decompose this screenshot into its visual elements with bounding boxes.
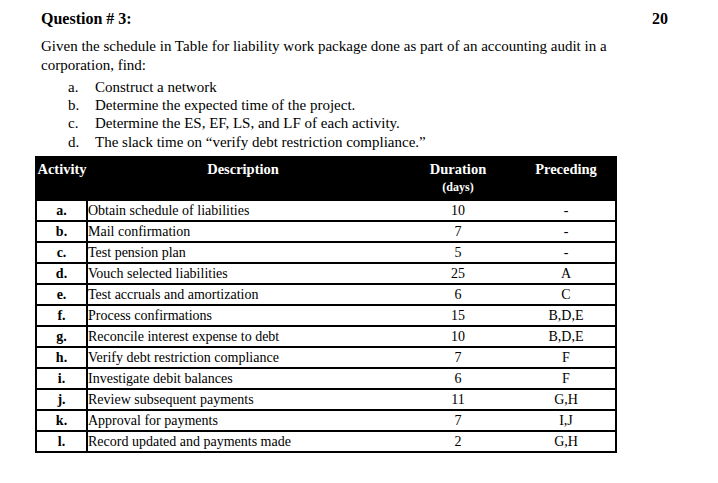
table-row: e.Test accruals and amortization6C (36, 284, 616, 305)
table-row: b.Mail confirmation7- (36, 221, 616, 242)
schedule-table-body: a.Obtain schedule of liabilities10-b.Mai… (36, 200, 616, 452)
activity-cell: g. (36, 326, 87, 347)
activity-cell: b. (36, 221, 87, 242)
task-marker: b. (68, 96, 95, 114)
col-header-duration: Duration (days) (399, 157, 517, 200)
schedule-table: Activity Description Duration (days) Pre… (35, 156, 617, 453)
task-marker: c. (68, 114, 95, 132)
description-cell: Approval for payments (87, 410, 399, 431)
activity-cell: e. (36, 284, 87, 305)
duration-cell: 10 (399, 326, 517, 347)
activity-cell: j. (36, 389, 87, 410)
duration-cell: 5 (399, 242, 517, 263)
activity-cell: c. (36, 242, 87, 263)
question-title: Question # 3: (41, 10, 132, 28)
table-row: i.Investigate debit balances6F (36, 368, 616, 389)
task-marker: a. (68, 78, 95, 96)
description-cell: Test accruals and amortization (87, 284, 399, 305)
description-cell: Obtain schedule of liabilities (87, 200, 399, 221)
duration-label: Duration (399, 161, 517, 178)
duration-cell: 10 (399, 200, 517, 221)
description-cell: Mail confirmation (87, 221, 399, 242)
preceding-cell: I,J (517, 410, 616, 431)
description-cell: Verify debt restriction compliance (87, 347, 399, 368)
duration-cell: 25 (399, 263, 517, 284)
preceding-cell: G,H (517, 389, 616, 410)
table-row: l.Record updated and payments made2G,H (36, 431, 616, 452)
task-text: The slack time on “verify debt restricti… (95, 133, 426, 151)
document-page: Question # 3: 20 Given the schedule in T… (0, 0, 718, 483)
table-row: c.Test pension plan5- (36, 242, 616, 263)
description-cell: Review subsequent payments (87, 389, 399, 410)
table-row: a.Obtain schedule of liabilities10- (36, 200, 616, 221)
duration-unit-label: (days) (399, 180, 517, 195)
task-item-c: c. Determine the ES, EF, LS, and LF of e… (68, 114, 718, 132)
duration-cell: 15 (399, 305, 517, 326)
description-cell: Reconcile interest expense to debt (87, 326, 399, 347)
preceding-cell: F (517, 368, 616, 389)
activity-cell: h. (36, 347, 87, 368)
table-row: d.Vouch selected liabilities25A (36, 263, 616, 284)
duration-cell: 7 (399, 347, 517, 368)
preceding-cell: B,D,E (517, 305, 616, 326)
activity-cell: l. (36, 431, 87, 452)
task-item-b: b. Determine the expected time of the pr… (68, 96, 718, 114)
activity-cell: d. (36, 263, 87, 284)
activity-cell: i. (36, 368, 87, 389)
description-cell: Vouch selected liabilities (87, 263, 399, 284)
task-item-a: a. Construct a network (68, 78, 718, 96)
col-header-preceding: Preceding (517, 157, 616, 200)
task-text: Construct a network (95, 78, 217, 96)
table-row: k.Approval for payments7I,J (36, 410, 616, 431)
intro-paragraph: Given the schedule in Table for liabilit… (41, 37, 663, 75)
preceding-cell: F (517, 347, 616, 368)
duration-cell: 11 (399, 389, 517, 410)
preceding-cell: G,H (517, 431, 616, 452)
task-item-d: d. The slack time on “verify debt restri… (68, 133, 718, 151)
preceding-cell: - (517, 221, 616, 242)
activity-cell: k. (36, 410, 87, 431)
title-row: Question # 3: 20 (41, 10, 668, 28)
duration-cell: 6 (399, 368, 517, 389)
duration-cell: 6 (399, 284, 517, 305)
header-row: Activity Description Duration (days) Pre… (36, 157, 616, 200)
duration-cell: 7 (399, 410, 517, 431)
description-cell: Investigate debit balances (87, 368, 399, 389)
duration-cell: 7 (399, 221, 517, 242)
duration-cell: 2 (399, 431, 517, 452)
table-row: f.Process confirmations15B,D,E (36, 305, 616, 326)
activity-cell: a. (36, 200, 87, 221)
task-marker: d. (68, 133, 95, 151)
table-row: j.Review subsequent payments11G,H (36, 389, 616, 410)
preceding-cell: B,D,E (517, 326, 616, 347)
table-row: g.Reconcile interest expense to debt10B,… (36, 326, 616, 347)
points-value: 20 (652, 10, 668, 28)
description-cell: Test pension plan (87, 242, 399, 263)
description-cell: Process confirmations (87, 305, 399, 326)
task-text: Determine the ES, EF, LS, and LF of each… (95, 114, 400, 132)
col-header-description: Description (87, 157, 399, 200)
preceding-cell: A (517, 263, 616, 284)
description-cell: Record updated and payments made (87, 431, 399, 452)
activity-cell: f. (36, 305, 87, 326)
task-text: Determine the expected time of the proje… (95, 96, 355, 114)
preceding-cell: - (517, 200, 616, 221)
task-list: a. Construct a network b. Determine the … (68, 78, 718, 151)
table-row: h.Verify debt restriction compliance7F (36, 347, 616, 368)
col-header-activity: Activity (36, 157, 87, 200)
schedule-table-header: Activity Description Duration (days) Pre… (36, 157, 616, 200)
preceding-cell: C (517, 284, 616, 305)
preceding-cell: - (517, 242, 616, 263)
